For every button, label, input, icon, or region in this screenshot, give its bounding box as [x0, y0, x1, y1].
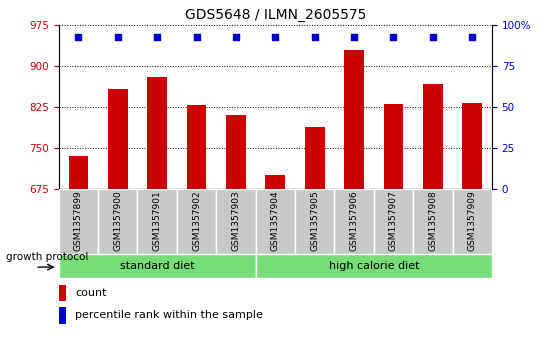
Bar	[98, 189, 138, 254]
Text: GSM1357902: GSM1357902	[192, 191, 201, 251]
Bar	[266, 175, 285, 189]
Bar	[374, 189, 413, 254]
Text: GSM1357905: GSM1357905	[310, 191, 319, 252]
Text: GSM1357909: GSM1357909	[468, 191, 477, 252]
Text: percentile rank within the sample: percentile rank within the sample	[75, 310, 263, 320]
Bar	[59, 285, 66, 301]
Bar	[187, 105, 206, 189]
Point	[271, 34, 280, 40]
Point	[113, 34, 122, 40]
Bar	[148, 77, 167, 189]
Text: GSM1357899: GSM1357899	[74, 191, 83, 252]
Text: count: count	[75, 287, 107, 298]
Bar	[226, 115, 246, 189]
Bar	[462, 103, 482, 189]
Point	[231, 34, 240, 40]
Text: GSM1357903: GSM1357903	[231, 191, 240, 252]
Point	[74, 34, 83, 40]
Text: GSM1357904: GSM1357904	[271, 191, 280, 251]
Bar	[255, 254, 492, 278]
Title: GDS5648 / ILMN_2605575: GDS5648 / ILMN_2605575	[184, 8, 366, 22]
Bar	[413, 189, 453, 254]
Bar	[255, 189, 295, 254]
Bar	[59, 189, 98, 254]
Bar	[59, 254, 255, 278]
Bar	[177, 189, 216, 254]
Text: high calorie diet: high calorie diet	[329, 261, 419, 271]
Bar	[453, 189, 492, 254]
Text: GSM1357900: GSM1357900	[113, 191, 122, 252]
Point	[389, 34, 398, 40]
Bar	[383, 104, 403, 189]
Bar	[108, 89, 127, 189]
Bar	[423, 83, 443, 189]
Bar	[305, 127, 325, 189]
Point	[349, 34, 358, 40]
Point	[192, 34, 201, 40]
Text: GSM1357907: GSM1357907	[389, 191, 398, 252]
Text: GSM1357901: GSM1357901	[153, 191, 162, 252]
Point	[428, 34, 437, 40]
Bar	[69, 156, 88, 189]
Bar	[138, 189, 177, 254]
Point	[468, 34, 477, 40]
Text: GSM1357906: GSM1357906	[349, 191, 358, 252]
Bar	[216, 189, 255, 254]
Text: GSM1357908: GSM1357908	[428, 191, 437, 252]
Text: growth protocol: growth protocol	[6, 252, 88, 262]
Text: standard diet: standard diet	[120, 261, 195, 271]
Bar	[344, 50, 364, 189]
Bar	[59, 307, 66, 324]
Bar	[295, 189, 334, 254]
Point	[310, 34, 319, 40]
Bar	[334, 189, 374, 254]
Point	[153, 34, 162, 40]
